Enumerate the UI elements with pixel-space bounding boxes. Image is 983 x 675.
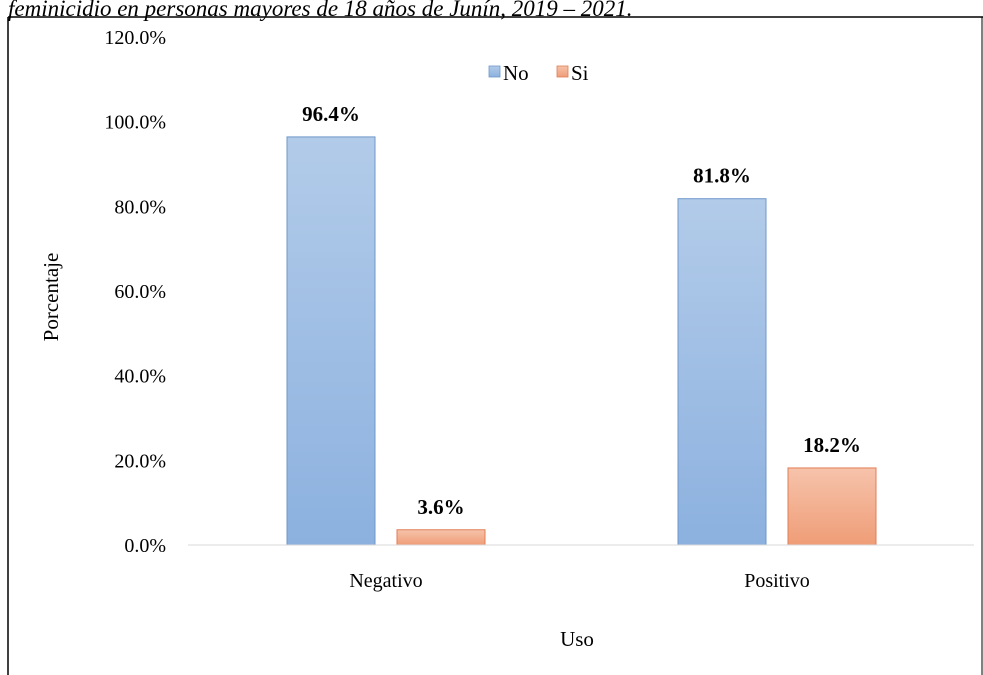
category-label-negativo: Negativo xyxy=(349,570,422,592)
legend-label-si: Si xyxy=(571,61,589,85)
bar-si-negativo xyxy=(396,529,486,546)
category-labels-group: Negativo Positivo xyxy=(349,570,809,592)
data-label-no-positivo: 81.8% xyxy=(693,164,751,188)
data-label-si-positivo: 18.2% xyxy=(803,433,861,457)
y-axis-title: Porcentaje xyxy=(39,253,63,342)
bars-group xyxy=(286,136,877,546)
data-label-no-negativo: 96.4% xyxy=(302,102,360,126)
y-tick-label: 120.0% xyxy=(104,27,166,49)
bar-no-negativo xyxy=(286,136,376,546)
y-tick-label: 80.0% xyxy=(114,196,166,218)
x-axis-title: Uso xyxy=(560,627,594,651)
data-labels-group: 96.4% 3.6% 81.8% 18.2% xyxy=(302,102,861,519)
y-tick-label: 20.0% xyxy=(114,450,166,472)
data-label-si-negativo: 3.6% xyxy=(417,495,464,519)
y-tick-label: 60.0% xyxy=(114,281,166,303)
legend-swatch-no xyxy=(488,65,501,78)
bar-no-positivo xyxy=(677,198,767,546)
legend-swatch-si xyxy=(556,65,569,78)
y-axis-ticks: 0.0% 20.0% 40.0% 60.0% 80.0% 100.0% 120.0% xyxy=(104,27,166,557)
legend-label-no: No xyxy=(503,61,529,85)
legend: No Si xyxy=(488,61,589,85)
category-label-positivo: Positivo xyxy=(744,570,810,592)
figure-caption: feminicidio en personas mayores de 18 añ… xyxy=(8,0,633,21)
y-tick-label: 100.0% xyxy=(104,112,166,134)
y-tick-label: 0.0% xyxy=(124,535,166,557)
bar-si-positivo xyxy=(787,467,877,546)
y-tick-label: 40.0% xyxy=(114,366,166,388)
